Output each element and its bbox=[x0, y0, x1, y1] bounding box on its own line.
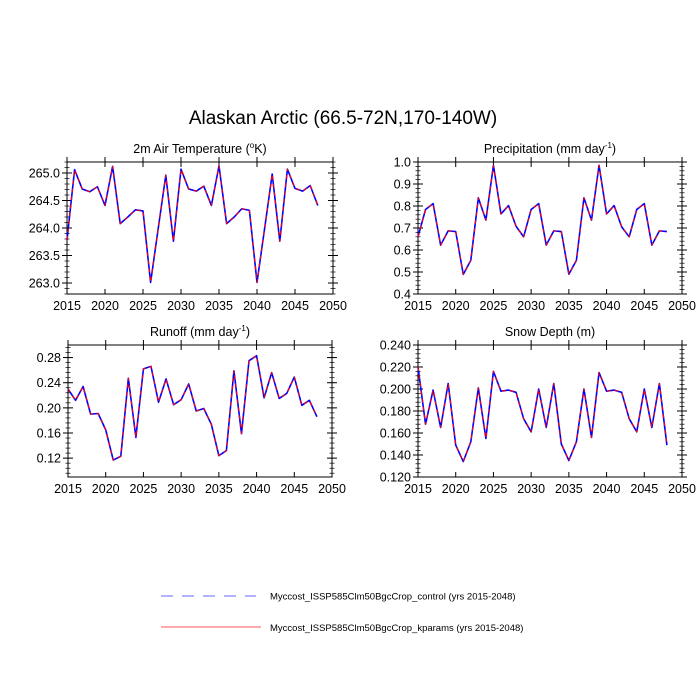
panel-title: 2m Air Temperature (oK) bbox=[133, 141, 266, 156]
series-line-control bbox=[417, 366, 668, 463]
x-tick-label: 2040 bbox=[243, 482, 271, 496]
x-tick-label: 2015 bbox=[404, 299, 432, 313]
y-tick-label: 0.28 bbox=[37, 351, 61, 365]
x-tick-label: 2045 bbox=[281, 299, 309, 313]
series-line-control bbox=[66, 165, 319, 284]
x-tick-label: 2030 bbox=[517, 482, 545, 496]
x-tick-label: 2040 bbox=[243, 299, 271, 313]
y-tick-label: 265.0 bbox=[29, 167, 60, 181]
x-tick-label: 2030 bbox=[167, 482, 195, 496]
x-tick-label: 2030 bbox=[167, 299, 195, 313]
x-tick-label: 2020 bbox=[442, 482, 470, 496]
x-tick-label: 2020 bbox=[442, 299, 470, 313]
y-tick-label: 0.7 bbox=[394, 222, 411, 236]
y-tick-label: 0.220 bbox=[380, 361, 411, 375]
y-tick-label: 0.240 bbox=[380, 339, 411, 353]
legend-label-kparams: Myccost_ISSP585Clm50BgcCrop_kparams (yrs… bbox=[270, 623, 523, 634]
y-tick-label: 263.5 bbox=[29, 249, 60, 263]
panel-air-temperature: 2m Air Temperature (oK) 2015 2020 2025 2030 2… bbox=[29, 141, 347, 313]
series-line-control bbox=[67, 354, 318, 461]
panel-runoff: Runoff (mm day-1) 2015 2020 2025 2030 2035 204… bbox=[37, 324, 346, 496]
x-tick-label: 2025 bbox=[129, 299, 157, 313]
panel-title: Runoff (mm day-1) bbox=[150, 324, 250, 339]
y-tick-label: 0.24 bbox=[37, 376, 61, 390]
x-tick-label: 2035 bbox=[205, 482, 233, 496]
panel-snow-depth: Snow Depth (m) 2015 2020 2025 2030 2035 2040 20… bbox=[380, 325, 696, 496]
x-tick-label: 2050 bbox=[318, 482, 346, 496]
series-line-kparams bbox=[66, 165, 319, 284]
y-tick-label: 0.5 bbox=[394, 266, 411, 280]
y-tick-label: 0.12 bbox=[37, 452, 61, 466]
x-tick-label: 2015 bbox=[53, 299, 81, 313]
x-tick-label: 2035 bbox=[205, 299, 233, 313]
y-tick-label: 1.0 bbox=[394, 156, 411, 170]
x-tick-label: 2045 bbox=[630, 482, 658, 496]
y-tick-label: 0.140 bbox=[380, 449, 411, 463]
x-tick-label: 2035 bbox=[555, 299, 583, 313]
legend-label-control: Myccost_ISSP585Clm50BgcCrop_control (yrs… bbox=[270, 592, 516, 603]
x-tick-label: 2025 bbox=[480, 299, 508, 313]
y-tick-label: 0.8 bbox=[394, 200, 411, 214]
series-line-kparams bbox=[67, 355, 318, 461]
x-tick-label: 2045 bbox=[280, 482, 308, 496]
x-tick-label: 2050 bbox=[668, 299, 696, 313]
panel-precipitation: Precipitation (mm day-1) 2015 2020 2025 2030… bbox=[394, 141, 696, 313]
y-tick-label: 0.9 bbox=[394, 178, 411, 192]
panel-title: Snow Depth (m) bbox=[505, 325, 595, 339]
x-tick-label: 2020 bbox=[91, 299, 119, 313]
x-tick-label: 2050 bbox=[668, 482, 696, 496]
x-tick-label: 2040 bbox=[593, 482, 621, 496]
legend: Myccost_ISSP585Clm50BgcCrop_control (yrs… bbox=[161, 592, 523, 634]
plot-frame bbox=[67, 344, 333, 478]
x-tick-label: 2045 bbox=[630, 299, 658, 313]
series-line-control bbox=[417, 164, 667, 276]
x-tick-label: 2015 bbox=[54, 482, 82, 496]
series-line-kparams bbox=[417, 164, 667, 275]
plot-frame bbox=[417, 161, 683, 295]
x-tick-label: 2025 bbox=[480, 482, 508, 496]
y-tick-label: 0.6 bbox=[394, 244, 411, 258]
series-line-kparams bbox=[417, 366, 668, 463]
y-tick-label: 0.16 bbox=[37, 427, 61, 441]
y-tick-label: 0.180 bbox=[380, 405, 411, 419]
panel-title: Precipitation (mm day-1) bbox=[484, 141, 616, 156]
y-tick-label: 0.160 bbox=[380, 427, 411, 441]
y-tick-label: 0.4 bbox=[394, 288, 411, 302]
x-tick-label: 2035 bbox=[555, 482, 583, 496]
x-tick-label: 2025 bbox=[130, 482, 158, 496]
y-tick-label: 264.5 bbox=[29, 194, 60, 208]
x-tick-label: 2040 bbox=[593, 299, 621, 313]
figure-title: Alaskan Arctic (66.5-72N,170-140W) bbox=[189, 108, 497, 129]
x-tick-label: 2050 bbox=[319, 299, 347, 313]
x-tick-label: 2030 bbox=[517, 299, 545, 313]
y-tick-label: 0.200 bbox=[380, 383, 411, 397]
y-tick-label: 264.0 bbox=[29, 222, 60, 236]
x-tick-label: 2015 bbox=[404, 482, 432, 496]
plot-frame bbox=[417, 344, 683, 478]
y-tick-label: 263.0 bbox=[29, 277, 60, 291]
x-tick-label: 2020 bbox=[92, 482, 120, 496]
y-tick-label: 0.120 bbox=[380, 471, 411, 485]
y-tick-label: 0.20 bbox=[37, 401, 61, 415]
